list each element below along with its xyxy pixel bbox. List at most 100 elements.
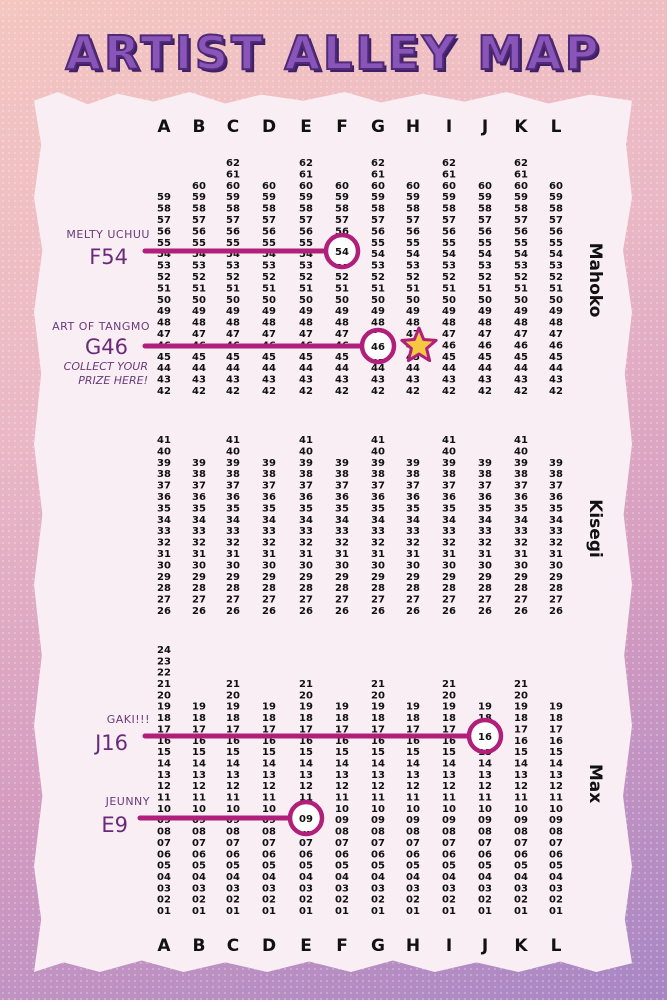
table-number: 39 [262, 458, 276, 469]
table-number: 58 [406, 204, 420, 215]
table-number: 59 [549, 192, 563, 203]
table-number: 47 [335, 329, 349, 340]
callout-name-e9: JEUNNY [105, 795, 150, 808]
table-number: 39 [442, 458, 456, 469]
callout-circle-e9[interactable] [287, 799, 325, 837]
column-label-a-top: A [157, 117, 171, 137]
table-number: 39 [371, 458, 385, 469]
table-number: 32 [406, 538, 420, 549]
table-number: 26 [335, 606, 349, 617]
table-number: 52 [157, 272, 171, 283]
table-number: 02 [192, 895, 206, 906]
table-number: 53 [157, 261, 171, 272]
table-number: 17 [371, 724, 385, 735]
table-number: 55 [192, 238, 206, 249]
table-number: 33 [262, 526, 276, 537]
table-number: 36 [478, 492, 492, 503]
callout-circle-f54[interactable] [323, 232, 361, 270]
table-number: 50 [442, 295, 456, 306]
table-number: 28 [335, 583, 349, 594]
table-number: 28 [299, 583, 313, 594]
table-number: 60 [442, 181, 456, 192]
table-number: 18 [226, 713, 240, 724]
table-number: 11 [335, 793, 349, 804]
table-number: 60 [335, 181, 349, 192]
table-number: 01 [299, 906, 313, 917]
table-number: 51 [371, 283, 385, 294]
table-number: 50 [299, 295, 313, 306]
column-label-b-top: B [193, 117, 206, 137]
table-number: 08 [157, 827, 171, 838]
table-number: 29 [514, 572, 528, 583]
table-number: 36 [262, 492, 276, 503]
table-number: 30 [226, 560, 240, 571]
table-number: 32 [262, 538, 276, 549]
table-number: 40 [157, 446, 171, 457]
table-number: 60 [406, 181, 420, 192]
table-number: 09 [262, 815, 276, 826]
table-number: 41 [299, 435, 313, 446]
table-number: 12 [549, 781, 563, 792]
table-number: 17 [406, 724, 420, 735]
table-number: 07 [335, 838, 349, 849]
table-number: 03 [335, 883, 349, 894]
table-number: 29 [406, 572, 420, 583]
table-number: 26 [192, 606, 206, 617]
table-number: 33 [371, 526, 385, 537]
table-number: 41 [371, 435, 385, 446]
table-number: 13 [549, 770, 563, 781]
table-number: 09 [406, 815, 420, 826]
table-number: 04 [549, 872, 563, 883]
star-icon[interactable] [400, 326, 438, 363]
column-label-j-top: J [481, 117, 488, 137]
table-number: 04 [514, 872, 528, 883]
table-number: 53 [514, 261, 528, 272]
table-number: 04 [335, 872, 349, 883]
table-number: 27 [478, 595, 492, 606]
table-number: 42 [406, 386, 420, 397]
column-label-k-top: K [514, 117, 528, 137]
table-number: 17 [299, 724, 313, 735]
table-number: 05 [478, 861, 492, 872]
table-number: 36 [157, 492, 171, 503]
section-label-kisegi: Kisegi [585, 499, 605, 558]
table-number: 39 [335, 458, 349, 469]
table-number: 39 [226, 458, 240, 469]
table-number: 57 [442, 215, 456, 226]
table-number: 03 [299, 883, 313, 894]
table-number: 31 [262, 549, 276, 560]
table-number: 31 [549, 549, 563, 560]
table-number: 11 [514, 793, 528, 804]
table-number: 42 [226, 386, 240, 397]
table-number: 08 [478, 827, 492, 838]
table-number: 16 [442, 736, 456, 747]
table-number: 33 [442, 526, 456, 537]
callout-circle-g46[interactable] [359, 327, 397, 365]
table-number: 39 [478, 458, 492, 469]
table-number: 16 [549, 736, 563, 747]
table-number: 61 [299, 169, 313, 180]
table-number: 50 [226, 295, 240, 306]
table-number: 54 [262, 249, 276, 260]
column-label-d-top: D [262, 117, 276, 137]
table-number: 61 [442, 169, 456, 180]
table-number: 15 [549, 747, 563, 758]
table-number: 16 [406, 736, 420, 747]
table-number: 19 [226, 702, 240, 713]
table-number: 56 [549, 226, 563, 237]
table-number: 11 [406, 793, 420, 804]
table-number: 06 [226, 849, 240, 860]
table-number: 48 [514, 318, 528, 329]
table-number: 57 [299, 215, 313, 226]
table-number: 14 [406, 759, 420, 770]
table-number: 50 [262, 295, 276, 306]
table-number: 18 [371, 713, 385, 724]
table-number: 59 [514, 192, 528, 203]
table-number: 01 [442, 906, 456, 917]
callout-table-bg [328, 238, 356, 264]
callout-circle-j16[interactable] [466, 717, 504, 755]
table-number: 52 [299, 272, 313, 283]
table-number: 02 [371, 895, 385, 906]
table-number: 53 [299, 261, 313, 272]
table-number: 56 [335, 226, 349, 237]
